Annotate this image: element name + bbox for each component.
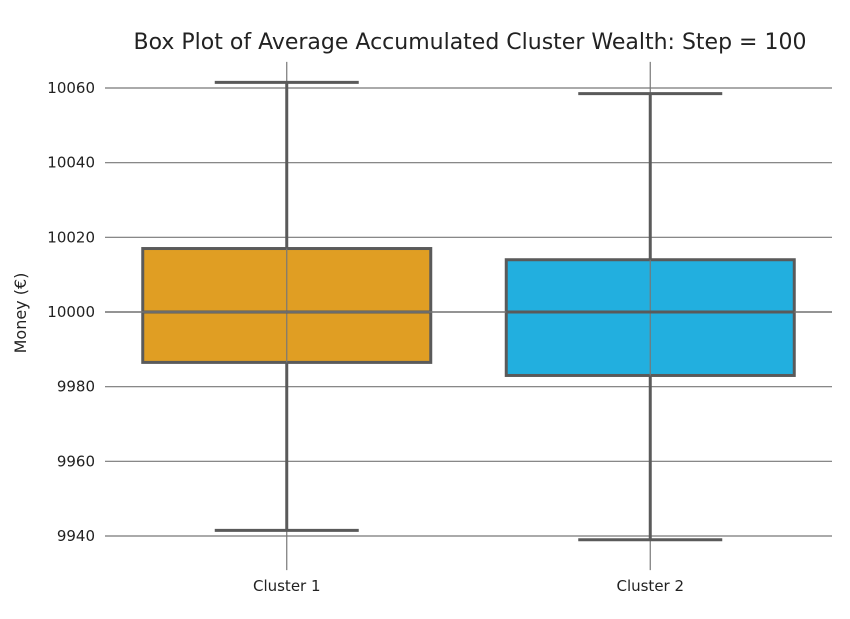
box-1 <box>105 80 832 532</box>
y-tick-label: 10060 <box>47 79 95 97</box>
y-tick-label: 9940 <box>57 527 95 545</box>
y-tick-labels: 9940 9960 9980 10000 10020 10040 10060 <box>47 79 95 545</box>
box-2 <box>105 92 832 542</box>
y-tick-label: 10020 <box>47 228 95 246</box>
y-tick-label: 10000 <box>47 303 95 321</box>
boxes <box>105 80 832 542</box>
x-tick-label: Cluster 1 <box>253 577 321 595</box>
y-tick-label: 9980 <box>57 378 95 396</box>
y-tick-label: 10040 <box>47 154 95 172</box>
x-tick-labels: Cluster 1 Cluster 2 <box>253 577 684 595</box>
y-tick-label: 9960 <box>57 452 95 470</box>
x-tick-label: Cluster 2 <box>616 577 684 595</box>
y-axis-label: Money (€) <box>11 273 30 354</box>
chart-title: Box Plot of Average Accumulated Cluster … <box>134 30 807 55</box>
